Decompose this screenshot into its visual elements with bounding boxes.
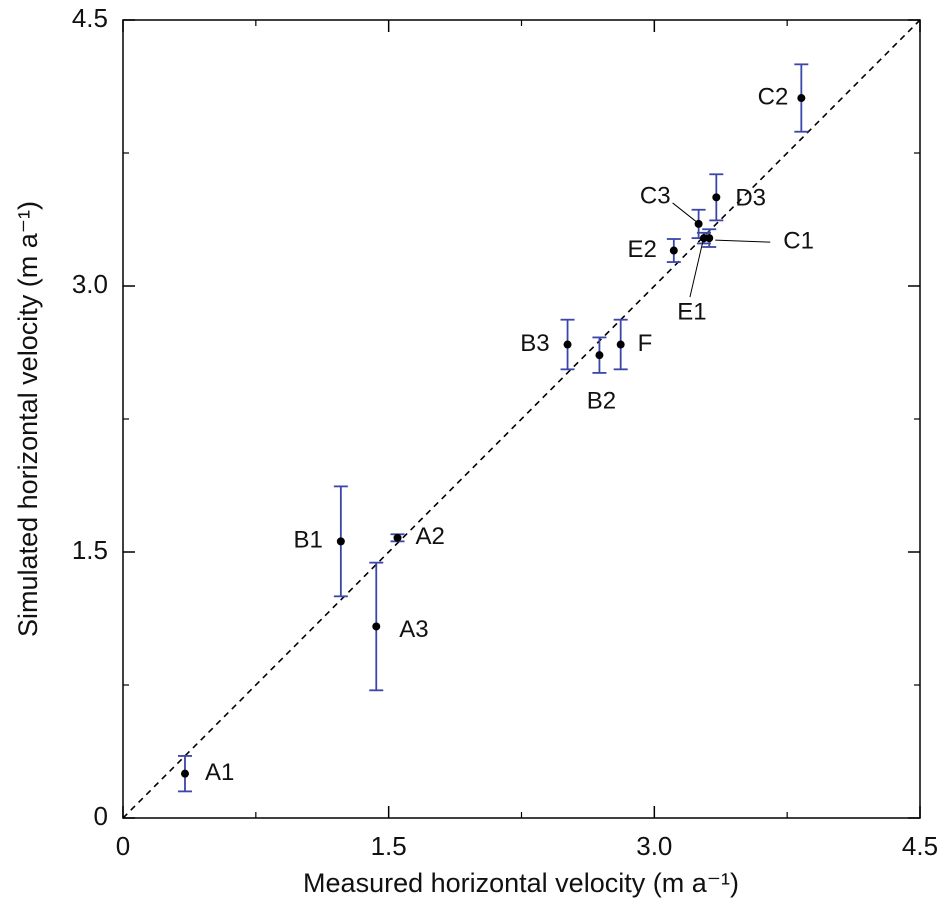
point	[616, 340, 625, 349]
leader-line	[672, 202, 697, 223]
point-label: A1	[205, 759, 234, 786]
y-tick-label: 3.0	[72, 269, 108, 299]
point-label: D3	[735, 185, 766, 212]
point	[705, 234, 714, 243]
point-label: E1	[677, 298, 706, 325]
point-label: B2	[587, 388, 616, 415]
point-label: C3	[640, 182, 671, 209]
point-label: F	[638, 330, 653, 357]
y-axis-label: Simulated horizontal velocity (m a⁻¹)	[13, 201, 43, 637]
point-label: C1	[783, 227, 814, 254]
point	[180, 769, 189, 778]
point	[595, 351, 604, 360]
point-label: E2	[627, 236, 656, 263]
point	[797, 94, 806, 103]
point	[372, 622, 381, 631]
x-tick-label: 1.5	[371, 831, 407, 861]
point	[336, 537, 345, 546]
y-tick-label: 4.5	[72, 3, 108, 33]
y-tick-label: 1.5	[72, 535, 108, 565]
y-tick-label: 0	[94, 801, 108, 831]
identity-line	[122, 19, 921, 819]
x-tick-label: 0	[116, 831, 130, 861]
point-label: B3	[520, 330, 549, 357]
point-label: B1	[293, 527, 322, 554]
point-label: A3	[399, 616, 428, 643]
leader-line	[715, 239, 771, 243]
x-tick-label: 4.5	[902, 831, 938, 861]
x-tick-label: 3.0	[636, 831, 672, 861]
point	[393, 533, 402, 542]
point	[563, 340, 572, 349]
point	[712, 193, 721, 202]
point-label: A2	[416, 523, 445, 550]
point-label: C2	[758, 83, 789, 110]
x-axis-label: Measured horizontal velocity (m a⁻¹)	[303, 868, 739, 898]
leader-line	[689, 241, 704, 298]
point	[669, 246, 678, 255]
